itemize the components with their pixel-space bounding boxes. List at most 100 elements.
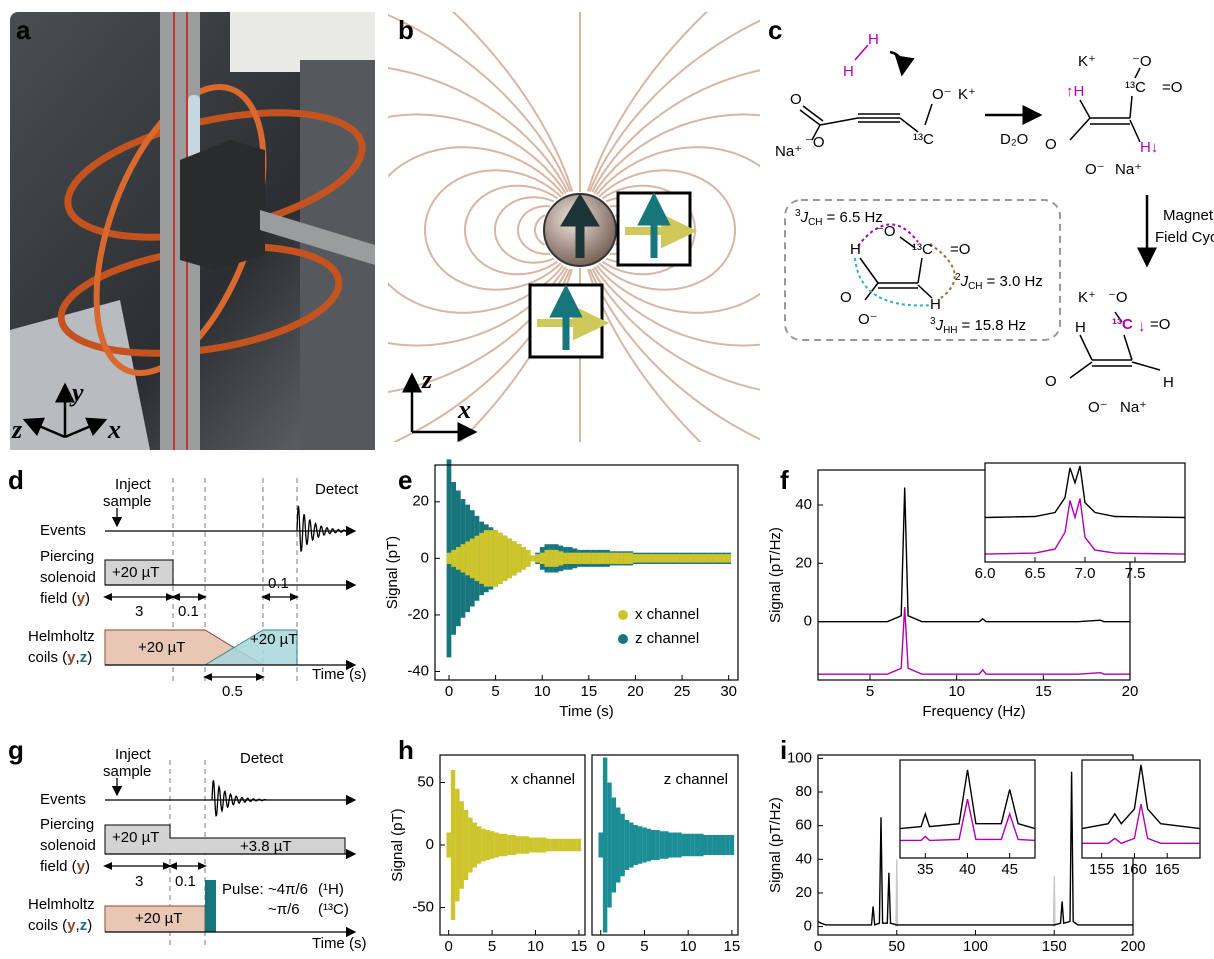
field-line — [595, 146, 760, 314]
x-axis-label: Time (s) — [485, 958, 539, 959]
x-tick-label: 5 — [491, 683, 499, 700]
x-tick-label: 7.5 — [1125, 565, 1146, 582]
x-tick-label: 6.0 — [975, 565, 996, 582]
label: Time (s) — [312, 666, 366, 683]
label: Na⁺ — [1120, 399, 1147, 416]
chart: 35 40 45 — [899, 759, 1036, 878]
label: H — [850, 241, 861, 258]
legend-marker — [618, 634, 628, 644]
shape — [260, 210, 375, 265]
legend-label: x channel — [635, 606, 699, 623]
x-tick-label: 30 — [720, 683, 737, 700]
label: field ( — [40, 590, 77, 607]
x-tick-label: 5 — [866, 683, 874, 700]
field-line — [388, 13, 572, 442]
label: CH — [808, 217, 822, 228]
label: J — [960, 273, 969, 290]
label: Field Cycle — [1155, 229, 1214, 246]
label: y — [67, 917, 76, 934]
axis-label: x — [457, 395, 471, 424]
x-tick-label: 7.0 — [1075, 565, 1096, 582]
label: Events — [40, 791, 86, 808]
label: Pulse: — [222, 881, 264, 898]
label: , — [76, 917, 80, 934]
label: sample — [103, 493, 151, 510]
label: sample — [103, 763, 151, 780]
y-tick-label: 20 — [795, 554, 812, 571]
label: , — [76, 649, 80, 666]
x-tick-label: 50 — [888, 938, 905, 955]
label: z — [80, 917, 88, 934]
label: 3 — [135, 603, 143, 620]
plot-frame — [984, 462, 1186, 563]
field-line — [598, 169, 736, 291]
label: 0.5 — [222, 683, 243, 700]
label: +20 µT — [112, 829, 159, 846]
charts: 0 5 10 15 20 25 30 -40 -20 0 20 Time (s) Signal (pT)… — [384, 459, 1201, 959]
y-tick-label: -40 — [407, 662, 429, 679]
label: c — [768, 15, 782, 45]
shape: field (y) — [40, 590, 90, 607]
label: 0.1 — [268, 575, 289, 592]
label: Inject — [115, 746, 152, 763]
label: K⁺ — [1078, 289, 1096, 306]
label: +20 µT — [250, 631, 297, 648]
label: H — [868, 31, 879, 48]
x-tick-label: 0 — [445, 938, 453, 955]
x-tick-label: 45 — [1001, 861, 1018, 878]
label: ↓ — [1138, 318, 1146, 335]
shape: 3JHH = 15.8 Hz — [930, 316, 1026, 336]
label: ¹³C — [1125, 79, 1146, 96]
shape — [549, 284, 583, 350]
panel-c-text: H H O Na⁺ ⁻O O⁻ K⁺ ¹³C D₂O K⁺ ⁻O ¹³C =O … — [775, 31, 1214, 416]
field-line — [424, 169, 562, 291]
shape — [857, 223, 919, 247]
label: coils ( — [28, 917, 67, 934]
x-axis-label: Time (s) — [638, 958, 692, 959]
label: z — [80, 649, 88, 666]
label: a — [16, 15, 31, 45]
label: g — [8, 735, 24, 765]
label: Magnetic — [1163, 207, 1214, 224]
y-axis-label: Signal (pT) — [384, 536, 401, 609]
label: O — [1045, 373, 1057, 390]
plot-frame — [439, 754, 586, 936]
label: ⁻O — [876, 223, 896, 240]
panel-g-timing — [103, 760, 357, 945]
x-tick-label: 10 — [527, 938, 544, 955]
shape — [625, 213, 698, 249]
field-line — [517, 205, 551, 255]
label: =O — [1150, 316, 1170, 333]
shape — [637, 192, 671, 258]
label: ) — [85, 858, 90, 875]
label: D₂O — [1000, 131, 1028, 148]
label: ) — [85, 590, 90, 607]
label: Piercing — [40, 548, 94, 565]
panel-g-text: Inject sample Events Detect Piercing sol… — [28, 746, 366, 952]
x-tick-label: 200 — [1120, 938, 1145, 955]
label: Events — [40, 522, 86, 539]
label: =O — [950, 241, 970, 258]
shape — [296, 505, 352, 553]
label: = 15.8 Hz — [962, 317, 1027, 334]
x-tick-label: 155 — [1089, 861, 1114, 878]
label: H — [1075, 319, 1086, 336]
x-axis-label: Frequency (Hz) — [924, 958, 1027, 959]
chart: 5 10 15 20 0 20 40 Frequency (Hz) Signal (pT/Hz) — [767, 469, 1138, 720]
label: 0.1 — [178, 603, 199, 620]
y-tick-label: 60 — [795, 817, 812, 834]
plot-area — [1082, 760, 1200, 858]
label: H — [843, 63, 854, 80]
label: O⁻ — [1088, 399, 1108, 416]
spectrum-line — [900, 799, 1036, 842]
spectrum-line — [984, 465, 1186, 519]
legend-marker — [618, 610, 628, 620]
x-tick-label: 10 — [948, 683, 965, 700]
x-tick-label: 35 — [917, 861, 934, 878]
label: (¹H) — [318, 881, 344, 898]
shape — [180, 140, 265, 270]
field-line — [534, 214, 546, 246]
label: J — [935, 317, 944, 334]
label: J — [800, 209, 809, 226]
